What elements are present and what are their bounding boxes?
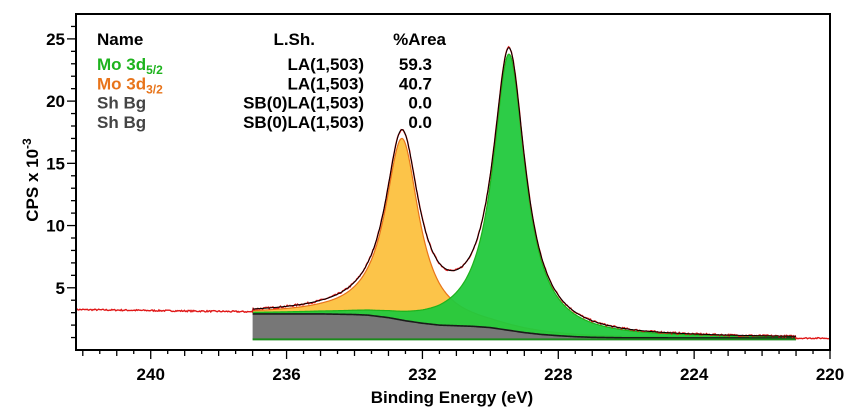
y-axis-title-base: CPS x 10	[23, 149, 42, 222]
legend-row-lsh: LA(1,503)	[287, 55, 364, 74]
shirley-background-fill	[252, 313, 797, 340]
x-tick-label: 236	[272, 365, 300, 384]
legend-row-lsh: SB(0)LA(1,503)	[243, 113, 364, 132]
axes: 240 236 232 228 224 220 5 10 15 20 25	[46, 13, 844, 384]
legend-header-name: Name	[97, 30, 143, 49]
legend-row-name-sub: 5/2	[146, 63, 163, 77]
legend-row-name-sub: 3/2	[146, 82, 163, 96]
legend: Name L.Sh. %Area Mo 3d5/2 LA(1,503) 59.3 Mo…	[97, 30, 447, 132]
legend-row-name-base: Mo 3d	[97, 55, 146, 74]
legend-row-lsh: SB(0)LA(1,503)	[243, 94, 364, 113]
y-tick-label: 25	[46, 30, 65, 49]
peak-mo3d32-fill	[252, 138, 797, 339]
plot-area	[76, 45, 830, 341]
legend-row-lsh: LA(1,503)	[287, 74, 364, 93]
x-tick-label: 224	[680, 365, 709, 384]
y-tick-label: 20	[46, 92, 65, 111]
legend-row-name: Mo 3d5/2	[97, 55, 163, 77]
legend-row-name: Sh Bg	[97, 113, 146, 132]
x-tick-label: 228	[544, 365, 572, 384]
legend-row-name-base: Sh Bg	[97, 113, 146, 132]
x-tick-label: 240	[137, 365, 165, 384]
x-tick-label: 220	[816, 365, 844, 384]
plot-frame	[75, 13, 831, 351]
shirley-background-line	[252, 313, 797, 339]
legend-row-name: Sh Bg	[97, 94, 146, 113]
legend-row-area: 0.0	[408, 113, 432, 132]
y-tick-label: 5	[56, 279, 65, 298]
y-axis-title: CPS x 10-3	[20, 138, 42, 222]
legend-row-name: Mo 3d3/2	[97, 74, 163, 96]
legend-row-area: 40.7	[399, 74, 432, 93]
legend-header-area: %Area	[393, 30, 446, 49]
peak-mo3d52-fill	[252, 54, 797, 339]
legend-row-area: 59.3	[399, 55, 432, 74]
y-tick-label: 10	[46, 217, 65, 236]
fit-envelope-line	[252, 47, 797, 337]
legend-row-name-base: Mo 3d	[97, 74, 146, 93]
y-tick-label: 15	[46, 154, 65, 173]
x-tick-label: 232	[408, 365, 436, 384]
plot-clip-group	[76, 45, 830, 341]
legend-header-lsh: L.Sh.	[273, 30, 315, 49]
legend-row-area: 0.0	[408, 94, 432, 113]
x-axis-title: Binding Energy (eV)	[371, 388, 533, 407]
legend-row-name-base: Sh Bg	[97, 94, 146, 113]
y-axis-title-exponent: -3	[20, 138, 34, 149]
